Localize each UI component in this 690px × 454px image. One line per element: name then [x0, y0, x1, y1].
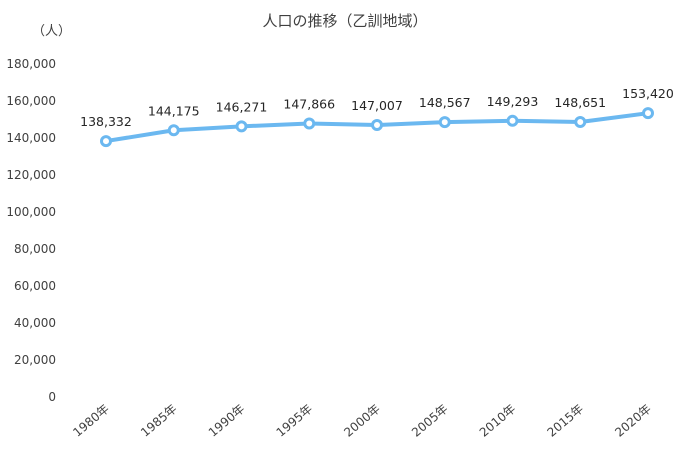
y-tick-label: 20,000 — [14, 353, 56, 367]
data-label: 148,567 — [419, 95, 471, 110]
chart-title: 人口の推移（乙訓地域） — [262, 12, 427, 30]
x-tick-label: 2020年 — [612, 402, 654, 440]
x-tick-label: 2010年 — [477, 402, 519, 440]
data-label: 147,007 — [351, 98, 403, 113]
x-tick-label: 1980年 — [70, 402, 112, 440]
x-tick-label: 1990年 — [206, 402, 248, 440]
data-point-marker — [574, 115, 587, 128]
y-tick-label: 140,000 — [6, 131, 56, 145]
data-point-marker — [438, 116, 451, 129]
x-tick-label: 1985年 — [138, 402, 180, 440]
data-label: 146,271 — [216, 99, 268, 114]
y-axis-unit-label: （人） — [32, 24, 71, 39]
data-label: 144,175 — [148, 103, 200, 118]
y-tick-label: 0 — [48, 390, 56, 404]
data-point-marker — [167, 124, 180, 137]
y-tick-label: 100,000 — [6, 205, 56, 219]
x-axis-ticks: 1980年 1985年 1990年 1995年 2000年 2005年 2010年 2015年… — [70, 402, 654, 440]
y-tick-label: 120,000 — [6, 168, 56, 182]
y-tick-label: 80,000 — [14, 242, 56, 256]
data-label: 147,866 — [283, 96, 335, 111]
data-label: 153,420 — [622, 86, 674, 101]
data-point-marker — [371, 119, 383, 132]
data-label: 148,651 — [554, 95, 606, 110]
data-labels: 138,332 144,175 146,271 147,866 147,007 148,5… — [80, 86, 674, 129]
series-population — [100, 107, 654, 148]
y-tick-label: 60,000 — [14, 279, 56, 293]
data-point-marker — [506, 114, 519, 127]
data-point-marker — [235, 120, 248, 133]
x-tick-label: 2005年 — [409, 402, 451, 440]
data-point-marker — [100, 135, 112, 148]
x-tick-label: 2015年 — [545, 402, 587, 440]
data-label: 138,332 — [80, 114, 132, 129]
data-point-marker — [303, 117, 316, 130]
y-tick-label: 180,000 — [6, 57, 56, 71]
x-tick-label: 2000年 — [341, 402, 383, 440]
y-tick-label: 160,000 — [6, 94, 56, 108]
x-tick-label: 1995年 — [274, 402, 316, 440]
y-tick-label: 40,000 — [14, 316, 56, 330]
data-label: 149,293 — [487, 94, 539, 109]
y-axis-ticks: 0 20,000 40,000 60,000 80,000 100,000 120,000 1… — [6, 57, 56, 404]
data-point-marker — [642, 107, 654, 120]
